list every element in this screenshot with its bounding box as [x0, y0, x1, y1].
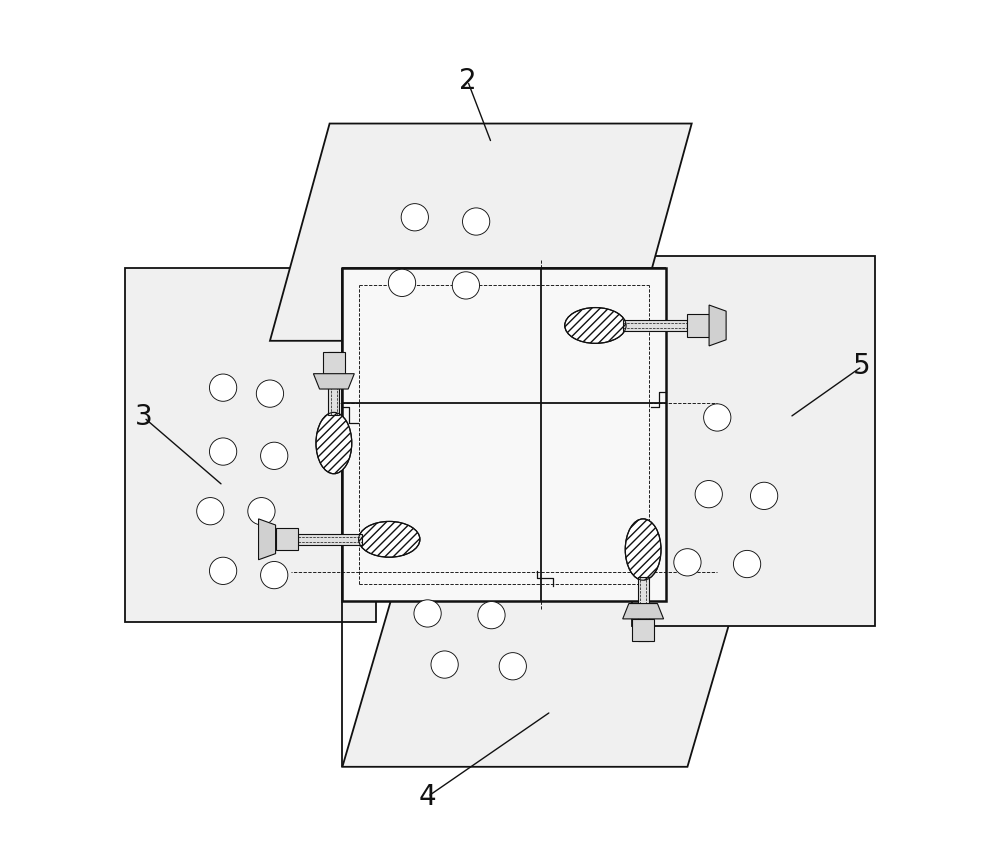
Circle shape	[261, 561, 288, 589]
Polygon shape	[623, 603, 664, 619]
Circle shape	[733, 550, 761, 578]
Polygon shape	[632, 256, 875, 626]
Bar	[623, 320, 687, 331]
Bar	[323, 352, 345, 374]
Bar	[328, 352, 339, 416]
Circle shape	[401, 204, 428, 231]
Polygon shape	[342, 562, 747, 767]
Polygon shape	[709, 305, 726, 346]
Bar	[298, 533, 362, 545]
Circle shape	[388, 269, 416, 296]
Polygon shape	[125, 268, 376, 622]
Circle shape	[750, 482, 778, 509]
Polygon shape	[270, 124, 692, 341]
Bar	[632, 619, 654, 641]
Ellipse shape	[565, 308, 626, 343]
Circle shape	[209, 374, 237, 401]
Circle shape	[499, 653, 526, 680]
Circle shape	[197, 498, 224, 525]
Circle shape	[414, 600, 441, 627]
Circle shape	[209, 557, 237, 584]
Text: 2: 2	[459, 67, 476, 95]
Circle shape	[478, 602, 505, 629]
Polygon shape	[259, 519, 276, 560]
Ellipse shape	[359, 521, 420, 557]
Circle shape	[695, 481, 722, 508]
Text: 3: 3	[135, 404, 153, 431]
Circle shape	[452, 272, 480, 299]
Circle shape	[248, 498, 275, 525]
Polygon shape	[313, 374, 354, 389]
Circle shape	[431, 651, 458, 678]
Bar	[687, 314, 709, 337]
Ellipse shape	[625, 519, 661, 580]
Bar	[342, 268, 666, 601]
Bar	[638, 577, 649, 641]
Circle shape	[463, 208, 490, 235]
Circle shape	[261, 442, 288, 469]
Circle shape	[209, 438, 237, 465]
Bar	[276, 528, 298, 550]
Text: 5: 5	[853, 353, 871, 380]
Circle shape	[674, 549, 701, 576]
Ellipse shape	[316, 412, 352, 474]
Text: 4: 4	[419, 783, 436, 810]
Circle shape	[256, 380, 284, 407]
Circle shape	[704, 404, 731, 431]
